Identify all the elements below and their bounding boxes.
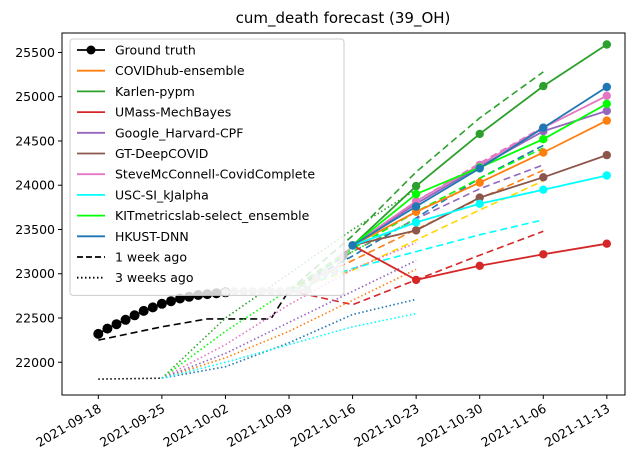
series-point-0-8 [166, 296, 176, 307]
series-point-0-2 [111, 319, 122, 330]
legend-label-11: 3 weeks ago [115, 270, 194, 285]
x-axis: 2021-09-182021-09-252021-10-022021-10-09… [33, 395, 612, 450]
series-line-26 [161, 298, 417, 379]
y-tick-label-5: 24500 [15, 133, 55, 148]
y-tick-label-1: 22500 [15, 310, 55, 325]
series-point-9-1 [411, 189, 421, 199]
legend-label-1: COVIDhub-ensemble [115, 63, 245, 78]
series-point-10-2 [475, 164, 484, 173]
x-tick-label-4: 2021-10-16 [288, 401, 358, 450]
series-point-10-1 [411, 202, 421, 211]
series-point-2-2 [475, 178, 484, 187]
series-line-9 [352, 103, 608, 247]
series-point-3-4 [602, 40, 611, 49]
y-tick-label-0: 22000 [15, 355, 55, 370]
x-tick-label-8: 2021-11-13 [542, 401, 612, 450]
x-tick-label-3: 2021-10-09 [224, 401, 294, 450]
series-point-2-3 [539, 148, 548, 157]
series-line-21 [98, 377, 162, 380]
series-point-8-2 [475, 199, 484, 208]
series-point-10-0 [348, 241, 357, 250]
plot-frame [61, 32, 626, 396]
legend-label-2: Karlen-pypm [115, 84, 195, 99]
legend: Ground truth COVIDhub-ensemble Karlen-pypm… [69, 38, 345, 296]
y-tick-label-2: 23000 [15, 266, 55, 281]
y-tick-label-4: 24000 [15, 178, 55, 193]
y-tick-label-3: 23500 [15, 222, 55, 237]
series-point-4-2 [475, 261, 484, 270]
series-line-27 [161, 259, 417, 379]
legend-label-6: SteveMcConnell-CovidComplete [115, 167, 315, 182]
legend-label-7: USC-SI_kJalpha [115, 187, 209, 202]
x-tick-label-7: 2021-11-06 [478, 401, 548, 450]
series-point-0-3 [120, 314, 131, 325]
series-point-3-1 [411, 181, 421, 191]
series-point-3-3 [539, 81, 548, 91]
x-tick-label-0: 2021-09-18 [33, 401, 103, 450]
legend-marker-0 [86, 45, 96, 55]
series-point-0-1 [102, 323, 113, 334]
series-point-0-6 [147, 302, 158, 313]
series-point-4-3 [539, 250, 548, 259]
series-point-7-4 [602, 91, 611, 101]
series-point-4-1 [411, 275, 421, 285]
x-tick-label-1: 2021-09-25 [97, 401, 167, 450]
y-tick-label-7: 25500 [15, 45, 55, 60]
series-layer [93, 40, 611, 380]
series-point-8-1 [411, 218, 421, 227]
series-point-4-4 [602, 239, 611, 248]
series-point-0-9 [175, 293, 185, 304]
y-axis: 22000 22500 23000 23500 24000 24500 25000 25500 [15, 45, 62, 370]
x-tick-label-6: 2021-10-30 [415, 401, 485, 450]
series-point-10-4 [602, 82, 611, 92]
series-point-3-2 [475, 129, 484, 139]
chart-title: cum_death forecast (39_OH) [236, 9, 451, 28]
series-line-28 [161, 312, 417, 379]
series-point-5-4 [602, 106, 611, 116]
series-point-2-4 [602, 116, 611, 125]
legend-label-9: HKUST-DNN [115, 229, 189, 244]
series-point-0-4 [129, 310, 140, 321]
series-point-8-4 [602, 171, 611, 180]
legend-label-5: GT-DeepCOVID [115, 146, 208, 161]
series-point-6-2 [475, 193, 484, 202]
series-point-9-3 [539, 135, 548, 144]
series-point-8-3 [539, 185, 548, 194]
series-point-0-5 [138, 305, 149, 316]
series-point-6-1 [411, 226, 421, 235]
series-line-25 [161, 268, 417, 379]
series-point-6-3 [539, 173, 548, 182]
series-point-0-7 [156, 298, 167, 309]
legend-label-10: 1 week ago [115, 250, 187, 265]
legend-box [69, 38, 345, 296]
series-point-9-4 [602, 99, 611, 109]
legend-label-8: KITmetricslab-select_ensemble [115, 208, 310, 223]
x-tick-label-2: 2021-10-02 [161, 401, 231, 450]
legend-label-0: Ground truth [115, 43, 196, 58]
y-tick-label-6: 25000 [15, 89, 55, 104]
legend-label-3: UMass-MechBayes [115, 105, 231, 120]
legend-label-4: Google_Harvard-CPF [115, 125, 243, 140]
series-point-0-0 [93, 328, 104, 339]
x-tick-label-5: 2021-10-23 [351, 401, 421, 450]
series-point-6-4 [602, 150, 611, 160]
series-line-11 [98, 290, 290, 341]
series-point-10-3 [539, 123, 548, 132]
